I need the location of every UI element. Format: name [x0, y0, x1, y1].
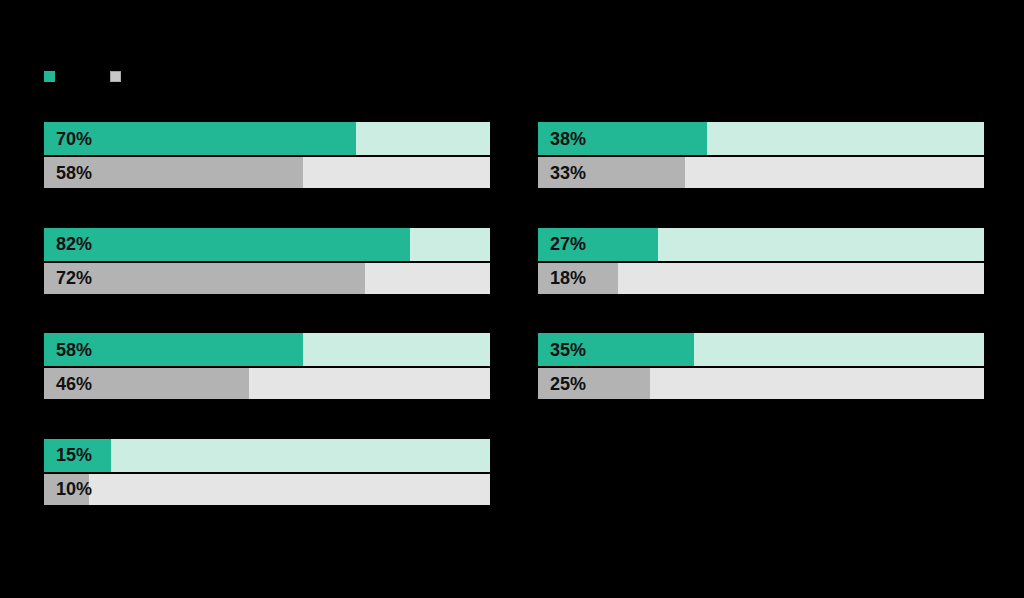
bar-row-primary: 58% [44, 333, 490, 366]
bar-column-left: 70% 58% 82% 72% 58% 46% 15% [44, 122, 490, 544]
legend-primary-swatch-icon [44, 71, 55, 82]
bar-row-primary: 35% [538, 333, 984, 366]
bar-value-label-primary: 35% [550, 339, 586, 360]
bar-row-primary: 82% [44, 228, 490, 261]
bar-row-secondary: 10% [44, 474, 490, 505]
bar-group: 15% 10% [44, 439, 490, 505]
bar-row-primary: 15% [44, 439, 490, 472]
chart-canvas: 70% 58% 82% 72% 58% 46% 15% [0, 0, 1024, 598]
bar-value-label-secondary: 33% [550, 162, 586, 183]
bar-row-primary: 38% [538, 122, 984, 155]
bar-row-secondary: 33% [538, 157, 984, 188]
bar-row-secondary: 18% [538, 263, 984, 294]
bar-column-right: 38% 33% 27% 18% 35% 25% [538, 122, 984, 439]
bar-value-label-primary: 15% [56, 445, 92, 466]
bar-value-label-secondary: 46% [56, 373, 92, 394]
bar-value-label-primary: 82% [56, 234, 92, 255]
bar-value-label-secondary: 58% [56, 162, 92, 183]
bar-value-label-secondary: 18% [550, 268, 586, 289]
bar-group: 58% 46% [44, 333, 490, 399]
bar-fill-secondary [44, 263, 365, 294]
bar-row-secondary: 72% [44, 263, 490, 294]
bar-row-secondary: 58% [44, 157, 490, 188]
bar-fill-primary [44, 228, 410, 261]
legend-secondary-swatch-icon [110, 71, 121, 82]
bar-value-label-primary: 58% [56, 339, 92, 360]
bar-group: 82% 72% [44, 228, 490, 294]
bar-row-secondary: 25% [538, 368, 984, 399]
bar-value-label-primary: 70% [56, 128, 92, 149]
bar-group: 38% 33% [538, 122, 984, 188]
bar-value-label-primary: 38% [550, 128, 586, 149]
bar-value-label-secondary: 25% [550, 373, 586, 394]
bar-value-label-secondary: 10% [56, 479, 92, 500]
bar-group: 35% 25% [538, 333, 984, 399]
bar-group: 27% 18% [538, 228, 984, 294]
bar-row-primary: 27% [538, 228, 984, 261]
bar-value-label-secondary: 72% [56, 268, 92, 289]
bar-group: 70% 58% [44, 122, 490, 188]
bar-value-label-primary: 27% [550, 234, 586, 255]
legend [44, 71, 121, 82]
bar-row-primary: 70% [44, 122, 490, 155]
bar-row-secondary: 46% [44, 368, 490, 399]
